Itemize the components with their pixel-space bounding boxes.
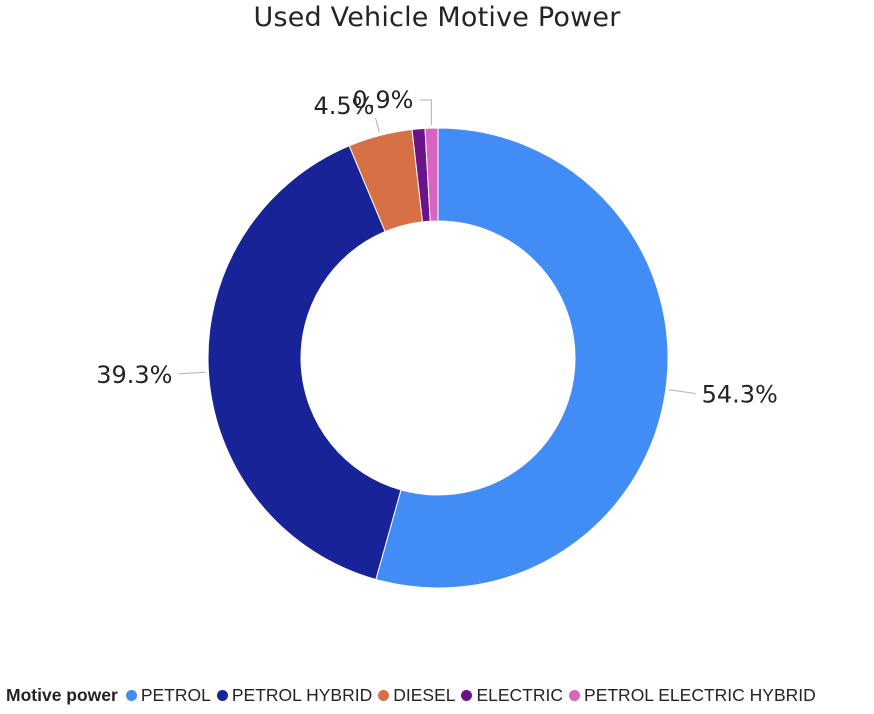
legend: Motive power PETROL PETROL HYBRID DIESEL EL… — [6, 684, 822, 706]
legend-dot-icon — [569, 689, 581, 701]
legend-items: PETROL PETROL HYBRID DIESEL ELECTRIC PETROL … — [125, 684, 822, 706]
leader-line-petrol — [668, 389, 696, 394]
slices-group — [207, 127, 669, 589]
legend-item-petrol[interactable]: PETROL — [125, 684, 211, 706]
data-label-diesel: 4.5% — [314, 92, 375, 120]
legend-dot-icon — [216, 689, 228, 701]
data-label-petrol: 54.3% — [702, 380, 778, 408]
slice-petrol[interactable] — [375, 127, 669, 589]
donut-chart: 54.3% 39.3% 4.5%0.9% — [96, 86, 778, 589]
legend-title: Motive power — [6, 684, 118, 705]
legend-item-petrol-hybrid[interactable]: PETROL HYBRID — [216, 684, 373, 706]
legend-dot-icon — [125, 689, 137, 701]
data-label-petrol-hybrid: 39.3% — [96, 361, 172, 389]
chart-title: Used Vehicle Motive Power — [253, 2, 621, 33]
leader-line-petrol-electric-hybrid — [419, 99, 432, 126]
legend-dot-icon — [378, 689, 390, 701]
legend-label: DIESEL — [393, 684, 456, 705]
data-label-petrol-electric-hybrid: 0.9% — [352, 86, 413, 114]
legend-label: PETROL HYBRID — [231, 684, 373, 705]
legend-item-petrol-electric-hybrid[interactable]: PETROL ELECTRIC HYBRID — [569, 685, 816, 706]
legend-label: ELECTRIC — [476, 684, 564, 705]
legend-item-diesel[interactable]: DIESEL — [378, 685, 455, 706]
slice-petrol-hybrid[interactable] — [207, 145, 402, 581]
leader-line-diesel — [375, 117, 380, 133]
legend-label: PETROL ELECTRIC HYBRID — [584, 684, 816, 705]
legend-label: PETROL — [140, 684, 211, 705]
leader-line-petrol-hybrid — [178, 371, 206, 375]
legend-item-electric[interactable]: ELECTRIC — [461, 685, 563, 706]
legend-dot-icon — [461, 689, 473, 701]
labels-group: 54.3% 39.3% 4.5%0.9% — [96, 86, 778, 408]
slice-petrol-electric-hybrid[interactable] — [424, 127, 439, 222]
